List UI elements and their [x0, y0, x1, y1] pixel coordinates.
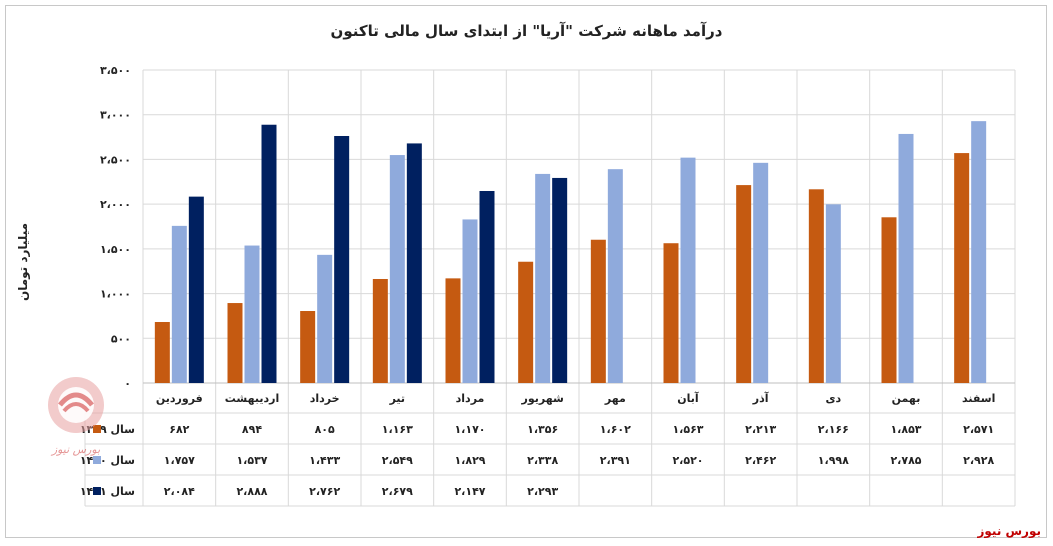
- x-tick-label: شهریور: [521, 392, 564, 405]
- bar: [462, 219, 478, 383]
- data-label: ۱،۸۵۳: [890, 423, 921, 436]
- bar: [663, 243, 679, 383]
- bar: [881, 217, 897, 383]
- data-label: ۱،۳۵۶: [527, 423, 558, 436]
- x-tick-label: مهر: [604, 392, 626, 405]
- bar: [334, 135, 350, 383]
- bar: [535, 173, 551, 383]
- x-tick-label: اسفند: [962, 392, 995, 405]
- y-tick-label: ۱،۵۰۰: [100, 243, 131, 256]
- bar: [736, 185, 752, 383]
- bar: [171, 225, 187, 383]
- bar: [518, 261, 534, 383]
- data-label: ۲،۲۱۳: [745, 423, 776, 436]
- data-label: ۲،۹۲۸: [963, 454, 994, 467]
- data-label: ۲،۸۸۸: [236, 485, 267, 498]
- data-label: ۲،۵۷۱: [963, 423, 994, 436]
- bar: [479, 190, 495, 383]
- data-label: ۲،۴۶۲: [745, 454, 776, 467]
- y-tick-label: ۱،۰۰۰: [100, 288, 131, 301]
- data-label: ۱،۴۳۳: [309, 454, 340, 467]
- bar: [372, 278, 388, 383]
- data-label: ۲،۷۸۵: [890, 454, 921, 467]
- x-tick-label: آذر: [752, 391, 769, 405]
- bar: [406, 143, 422, 383]
- bar: [188, 196, 204, 383]
- x-tick-label: مرداد: [456, 392, 485, 405]
- x-tick-label: بهمن: [892, 392, 921, 405]
- data-label: ۲،۲۹۳: [527, 485, 558, 498]
- bar: [227, 303, 243, 383]
- data-label: ۲،۶۷۹: [382, 485, 413, 498]
- data-label: ۲،۱۴۷: [454, 485, 485, 498]
- watermark-logo: بورس نیوز: [48, 377, 104, 456]
- bar: [317, 254, 333, 383]
- x-tick-label: آبان: [677, 391, 699, 405]
- legend-label: سال ۱۴۰۱: [80, 485, 135, 498]
- bar: [445, 278, 461, 383]
- y-tick-label: ۳،۰۰۰: [100, 109, 131, 122]
- bar: [753, 162, 769, 383]
- x-tick-label: اردیبهشت: [225, 392, 279, 405]
- chart-title: درآمد ماهانه شرکت "آریا" از ابتدای سال م…: [330, 22, 723, 40]
- legend-swatch: [93, 487, 101, 495]
- data-label: ۲،۵۴۹: [382, 454, 413, 467]
- legend-swatch: [93, 456, 101, 464]
- x-tick-label: خرداد: [310, 392, 340, 405]
- data-label: ۲،۵۲۰: [672, 454, 703, 467]
- data-label: ۸۰۵: [315, 423, 335, 436]
- bar: [680, 157, 696, 383]
- bar: [825, 204, 841, 383]
- data-label: ۲،۰۸۴: [164, 485, 195, 498]
- data-label: ۲،۷۶۲: [309, 485, 340, 498]
- y-tick-label: ۲،۵۰۰: [100, 153, 131, 166]
- bar: [808, 189, 824, 383]
- bar: [300, 311, 316, 383]
- bar: [971, 121, 987, 384]
- bar: [590, 239, 606, 383]
- watermark-text: بورس نیوز: [50, 443, 100, 456]
- bar: [607, 169, 623, 383]
- data-label: ۶۸۲: [169, 423, 189, 436]
- data-label: ۲،۳۳۸: [527, 454, 558, 467]
- x-tick-label: دی: [825, 392, 841, 405]
- y-tick-label: ۳،۵۰۰: [100, 64, 131, 77]
- data-label: ۱،۶۰۲: [600, 423, 631, 436]
- data-label: ۱،۵۶۳: [672, 423, 703, 436]
- data-label: ۱،۱۶۳: [382, 423, 413, 436]
- bar: [154, 322, 170, 383]
- x-tick-label: تیر: [389, 392, 405, 405]
- bar: [244, 245, 260, 383]
- y-tick-label: ۲،۰۰۰: [100, 198, 131, 211]
- data-label: ۱،۸۲۹: [454, 454, 485, 467]
- y-tick-label: ۵۰۰: [111, 332, 131, 345]
- data-label: ۲،۱۶۶: [818, 423, 849, 436]
- source-label: بورس نیوز: [977, 524, 1041, 538]
- legend-swatch: [93, 425, 101, 433]
- bar: [954, 153, 970, 383]
- data-label: ۱،۷۵۷: [164, 454, 195, 467]
- data-label: ۲،۳۹۱: [600, 454, 631, 467]
- y-tick-label: ۰: [124, 377, 131, 390]
- data-label: ۸۹۴: [242, 423, 262, 436]
- bar: [898, 133, 914, 383]
- bar: [552, 177, 568, 383]
- data-label: ۱،۱۷۰: [454, 423, 485, 436]
- bar: [389, 155, 405, 383]
- data-label: ۱،۹۹۸: [818, 454, 849, 467]
- bar: [261, 124, 277, 383]
- data-label: ۱،۵۳۷: [236, 454, 267, 467]
- x-tick-label: فروردین: [156, 392, 203, 405]
